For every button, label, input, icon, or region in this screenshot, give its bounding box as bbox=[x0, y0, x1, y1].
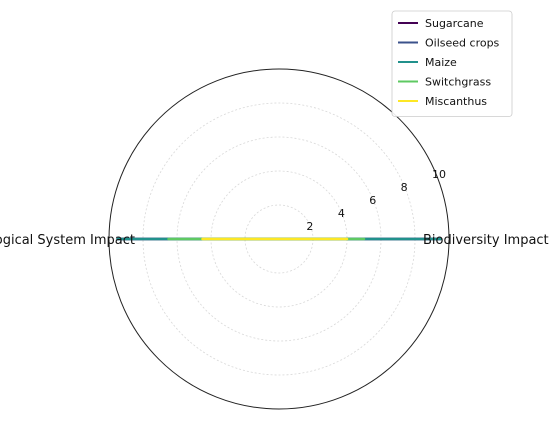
legend-label: Sugarcane bbox=[425, 17, 484, 30]
legend-label: Miscanthus bbox=[425, 95, 487, 108]
radial-tick-label: 4 bbox=[338, 207, 345, 220]
category-label: Ecological System Impact bbox=[0, 233, 135, 248]
legend-label: Switchgrass bbox=[425, 76, 491, 89]
legend: Sugarcane Oilseed crops Maize Switchgrass Mi… bbox=[391, 10, 513, 117]
label-layer: 2 4 6 8 10 Biodiversity Impact Ecological Syst… bbox=[0, 168, 549, 248]
radial-tick-label: 10 bbox=[432, 168, 446, 181]
legend-label: Oilseed crops bbox=[425, 37, 500, 50]
legend-label: Maize bbox=[425, 56, 457, 69]
category-label: Biodiversity Impact bbox=[423, 233, 549, 248]
radial-tick-label: 6 bbox=[369, 194, 376, 207]
radial-tick-label: 2 bbox=[306, 220, 313, 233]
legend-box bbox=[391, 10, 513, 117]
radial-tick-label: 8 bbox=[401, 181, 408, 194]
